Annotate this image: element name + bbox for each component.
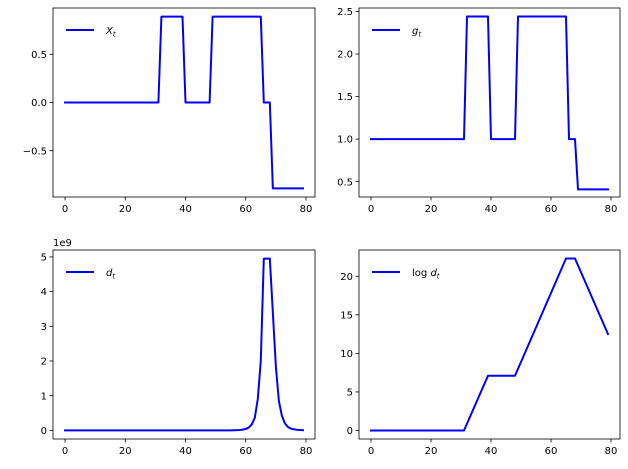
subplot-logd: 0 20 40 60 80 0 5 10 15 20 log dt [340, 249, 621, 457]
series-line-logd [370, 257, 610, 432]
y-tick-label: 0.5 [337, 177, 353, 188]
x-tick-label: 20 [425, 204, 438, 215]
y-tick-label: 0 [41, 426, 47, 437]
y-tick-label: 0.0 [31, 98, 47, 109]
x-tick-label: 0 [368, 446, 374, 457]
y-tick-label: 15 [340, 310, 353, 321]
y-tick-label: 4 [41, 287, 47, 298]
x-tick-label: 80 [300, 446, 313, 457]
axes-frame-logd [358, 249, 621, 440]
y-tick-label: −0.5 [23, 146, 47, 157]
legend-label-x: Xt [105, 26, 116, 39]
x-tick-label: 80 [605, 204, 618, 215]
x-tick-label: 0 [62, 446, 68, 457]
y-tick-label: 10 [340, 349, 353, 360]
y-tick-label: 3 [41, 322, 47, 333]
subplot-d: 0 20 40 60 80 0 1 2 3 4 5 1e9 dt [41, 238, 316, 457]
x-tick-label: 20 [425, 446, 438, 457]
x-tick-label: 80 [300, 204, 313, 215]
legend-label-g: gt [412, 26, 421, 39]
x-tick-label: 60 [545, 204, 558, 215]
subplot-g: 0 20 40 60 80 0.5 1.0 1.5 2.0 2.5 gt [337, 7, 621, 215]
y-offset-label: 1e9 [53, 238, 72, 249]
x-tick-label: 40 [485, 204, 498, 215]
y-tick-label: 0 [347, 426, 353, 437]
series-line-d [64, 257, 304, 432]
y-tick-label: 2.0 [337, 50, 353, 61]
series-line-x [64, 15, 304, 190]
x-tick-label: 20 [119, 204, 132, 215]
legend-label-d: dt [106, 268, 115, 281]
x-tick-label: 0 [368, 204, 374, 215]
y-tick-label: 2 [41, 357, 47, 368]
y-tick-label: 2.5 [337, 7, 353, 18]
y-tick-label: 5 [347, 388, 353, 399]
x-tick-label: 0 [62, 204, 68, 215]
x-tick-label: 80 [605, 446, 618, 457]
y-tick-label: 1.0 [337, 135, 353, 146]
subplot-x: 0 20 40 60 80 −0.5 0.0 0.5 Xt [23, 7, 316, 215]
x-tick-label: 40 [485, 446, 498, 457]
x-tick-label: 60 [545, 446, 558, 457]
x-tick-label: 20 [119, 446, 132, 457]
axes-frame-d [52, 249, 316, 440]
x-tick-label: 60 [239, 446, 252, 457]
x-tick-label: 60 [239, 204, 252, 215]
y-tick-label: 20 [340, 272, 353, 283]
y-tick-label: 1 [41, 391, 47, 402]
x-tick-label: 40 [179, 446, 192, 457]
y-tick-label: 1.5 [337, 92, 353, 103]
y-tick-label: 0.5 [31, 50, 47, 61]
legend-label-logd: log dt [412, 268, 440, 281]
series-line-g [370, 15, 609, 191]
axes-frame-g [358, 7, 621, 198]
x-tick-label: 40 [179, 204, 192, 215]
y-tick-label: 5 [41, 253, 47, 264]
